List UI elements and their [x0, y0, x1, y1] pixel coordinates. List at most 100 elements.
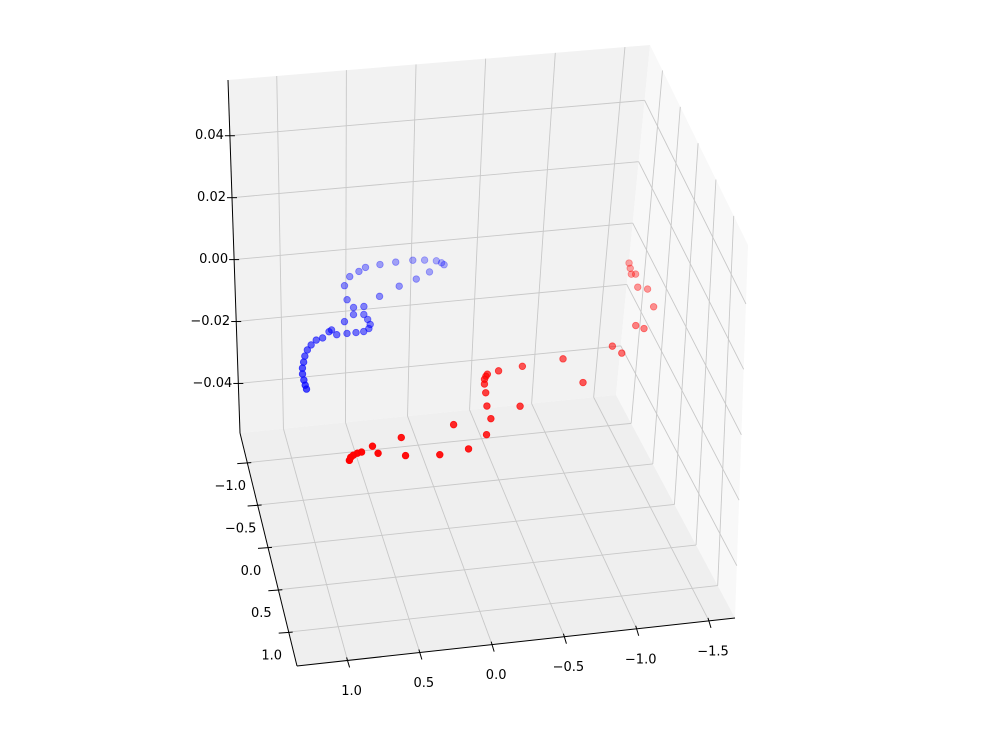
y-axis: [239, 432, 298, 667]
data-point: [340, 282, 349, 290]
right-pane: [616, 45, 748, 618]
data-point: [608, 342, 617, 350]
data-point: [360, 302, 368, 311]
data-point: [487, 414, 495, 423]
data-point: [300, 376, 308, 384]
tick-mark: [268, 589, 283, 592]
data-point: [366, 320, 374, 329]
data-point: [349, 310, 358, 319]
data-point: [483, 370, 492, 378]
z-tick-label: −0.04: [192, 376, 232, 391]
y-tick-label: 0.5: [251, 606, 272, 621]
data-point: [397, 433, 405, 442]
data-point: [579, 378, 587, 387]
y-tick-label: −0.5: [225, 522, 257, 537]
grid-line: [469, 409, 565, 637]
data-point: [631, 270, 640, 278]
y-tick-label: 1.0: [261, 649, 282, 664]
grid-line: [531, 52, 556, 404]
tick-mark: [257, 546, 273, 549]
grid-line: [673, 143, 699, 505]
data-point: [483, 402, 491, 410]
tick-mark: [490, 641, 495, 652]
tick-mark: [707, 617, 712, 628]
x-tick-label: −0.5: [553, 660, 585, 675]
data-point: [634, 283, 642, 291]
x-tick-label: −1.5: [697, 644, 729, 659]
x-tick-label: 1.0: [341, 684, 362, 699]
grid-line: [620, 345, 738, 566]
grid-line: [638, 161, 745, 370]
grid-line: [231, 161, 639, 199]
data-point: [518, 362, 527, 371]
data-point: [368, 442, 377, 450]
grid-line: [652, 106, 681, 464]
grid-line: [229, 99, 645, 137]
data-point: [440, 261, 448, 269]
data-point: [643, 285, 652, 293]
data-point: [436, 450, 444, 459]
data-point: [392, 258, 400, 266]
grid-line: [234, 222, 633, 261]
grid-line: [407, 415, 493, 645]
data-point: [437, 259, 446, 267]
tick-mark: [247, 504, 262, 507]
z-axis: [227, 79, 241, 434]
grid-line: [278, 544, 697, 591]
x-tick-label: 0.0: [486, 668, 507, 683]
data-point: [626, 264, 634, 272]
y-tick-label: −1.0: [214, 479, 246, 494]
z-tick-label: 0.04: [195, 128, 224, 143]
z-tick-label: −0.02: [190, 314, 230, 329]
data-point: [395, 282, 403, 290]
data-point: [375, 292, 384, 301]
data-point: [333, 331, 341, 339]
data-point: [312, 336, 320, 344]
data-point: [298, 364, 307, 372]
data-point: [464, 445, 473, 453]
x-axis: [296, 617, 736, 667]
data-point: [301, 352, 309, 360]
data-point: [360, 310, 368, 319]
grid-line: [630, 70, 663, 424]
data-point: [376, 260, 384, 269]
x-tick-label: −1.0: [625, 652, 657, 667]
data-point: [618, 349, 626, 357]
data-point: [343, 329, 351, 338]
grid-line: [257, 463, 653, 506]
y-tick-label: 0.0: [241, 564, 262, 579]
grid-line: [276, 75, 284, 429]
grid-line: [345, 70, 347, 423]
grid-line: [469, 58, 487, 410]
data-point: [482, 389, 490, 397]
tick-mark: [237, 462, 252, 465]
data-point: [346, 272, 354, 281]
grid-line: [407, 64, 417, 417]
data-point: [318, 334, 327, 342]
data-point: [632, 321, 640, 330]
data-point: [361, 263, 370, 272]
data-point: [559, 355, 567, 363]
data-point: [432, 257, 441, 265]
tick-mark: [346, 657, 351, 668]
grid-line: [247, 422, 632, 464]
grid-line: [593, 397, 710, 622]
data-point: [649, 303, 658, 311]
data-point: [420, 256, 429, 264]
data-point: [357, 448, 366, 456]
grid-line: [593, 47, 626, 398]
data-point: [303, 346, 312, 354]
data-point: [340, 317, 349, 326]
z-tick-label: 0.00: [199, 252, 228, 267]
grid-line: [288, 585, 718, 633]
grid-line: [717, 215, 735, 586]
data-point: [516, 402, 524, 410]
data-point: [327, 326, 336, 334]
data-point: [494, 367, 503, 375]
grid-line: [644, 100, 747, 305]
data-point: [627, 270, 636, 278]
data-point: [401, 451, 410, 460]
data-point: [409, 256, 417, 264]
data-point: [482, 430, 491, 439]
